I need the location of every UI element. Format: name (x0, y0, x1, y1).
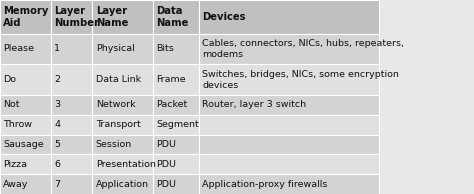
Text: Packet: Packet (156, 100, 187, 109)
Bar (92, 0, 153, 34)
Text: Sausage: Sausage (3, 140, 44, 149)
Bar (92, 174, 153, 194)
Bar (51, 64, 92, 95)
Text: Cables, connectors, NICs, hubs, repeaters,
modems: Cables, connectors, NICs, hubs, repeater… (202, 39, 404, 59)
Text: Router, layer 3 switch: Router, layer 3 switch (202, 100, 307, 109)
Text: Data Link: Data Link (96, 75, 141, 84)
Text: Pizza: Pizza (3, 160, 27, 169)
Text: Network: Network (96, 100, 136, 109)
Bar (0, 34, 51, 64)
Bar (153, 115, 199, 135)
Text: Switches, bridges, NICs, some encryption
devices: Switches, bridges, NICs, some encryption… (202, 70, 399, 90)
Bar (153, 154, 199, 174)
Bar (199, 115, 379, 135)
Bar (153, 0, 199, 34)
Text: Devices: Devices (202, 12, 246, 22)
Bar (0, 154, 51, 174)
Text: Frame: Frame (156, 75, 185, 84)
Text: Segment: Segment (156, 120, 199, 129)
Text: PDU: PDU (156, 180, 176, 189)
Bar (153, 135, 199, 154)
Text: Bits: Bits (156, 44, 173, 54)
Text: 1: 1 (54, 44, 60, 54)
Text: Transport: Transport (96, 120, 140, 129)
Bar (0, 174, 51, 194)
Bar (199, 64, 379, 95)
Bar (51, 0, 92, 34)
Text: Layer
Name: Layer Name (96, 6, 128, 28)
Bar (199, 34, 379, 64)
Text: 6: 6 (54, 160, 60, 169)
Text: Presentation: Presentation (96, 160, 155, 169)
Text: 2: 2 (54, 75, 60, 84)
Bar (51, 115, 92, 135)
Text: Layer
Number: Layer Number (54, 6, 99, 28)
Bar (153, 64, 199, 95)
Text: PDU: PDU (156, 160, 176, 169)
Text: 5: 5 (54, 140, 60, 149)
Bar (0, 64, 51, 95)
Bar (153, 174, 199, 194)
Bar (199, 135, 379, 154)
Text: Physical: Physical (96, 44, 135, 54)
Bar (199, 0, 379, 34)
Text: 4: 4 (54, 120, 60, 129)
Bar (92, 34, 153, 64)
Bar (153, 34, 199, 64)
Bar (92, 115, 153, 135)
Bar (92, 64, 153, 95)
Bar (92, 135, 153, 154)
Bar (199, 154, 379, 174)
Text: 7: 7 (54, 180, 60, 189)
Text: PDU: PDU (156, 140, 176, 149)
Text: Memory
Aid: Memory Aid (3, 6, 49, 28)
Bar (0, 0, 51, 34)
Text: Throw: Throw (3, 120, 32, 129)
Bar (51, 135, 92, 154)
Bar (199, 174, 379, 194)
Bar (0, 115, 51, 135)
Bar (51, 34, 92, 64)
Bar (51, 174, 92, 194)
Bar (92, 95, 153, 115)
Bar (51, 95, 92, 115)
Text: Application-proxy firewalls: Application-proxy firewalls (202, 180, 328, 189)
Bar (92, 154, 153, 174)
Text: Do: Do (3, 75, 16, 84)
Bar (0, 95, 51, 115)
Text: 3: 3 (54, 100, 60, 109)
Text: Away: Away (3, 180, 29, 189)
Text: Data
Name: Data Name (156, 6, 188, 28)
Bar (199, 95, 379, 115)
Text: Not: Not (3, 100, 20, 109)
Bar (51, 154, 92, 174)
Bar (153, 95, 199, 115)
Text: Please: Please (3, 44, 34, 54)
Text: Session: Session (96, 140, 132, 149)
Text: Application: Application (96, 180, 149, 189)
Bar (0, 135, 51, 154)
